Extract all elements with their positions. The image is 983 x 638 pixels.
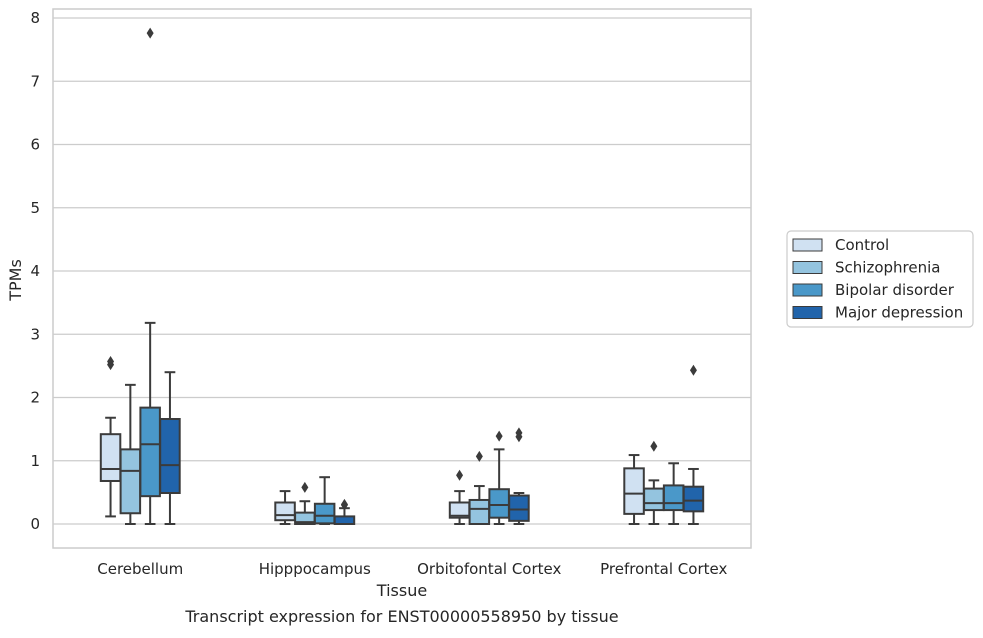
y-tick-label: 7: [30, 72, 40, 90]
outlier-point: [515, 427, 523, 439]
box-3-2: [662, 462, 685, 525]
legend-label: Major depression: [835, 304, 963, 322]
box-iqr: [468, 498, 491, 525]
box-2-2: [488, 430, 510, 525]
box-layer: [99, 27, 705, 525]
box-1-3: [333, 498, 356, 525]
box-2-3: [508, 427, 530, 525]
y-tick-label: 0: [30, 515, 40, 533]
box-iqr: [99, 433, 122, 482]
outlier-point: [456, 469, 464, 481]
box-iqr: [682, 485, 705, 513]
outlier-point: [146, 27, 154, 39]
box-iqr: [274, 501, 296, 522]
x-tick-label: Prefrontal Cortex: [600, 560, 727, 578]
chart-caption: Transcript expression for ENST0000055895…: [184, 607, 618, 626]
legend-swatch: [792, 306, 823, 319]
legend-swatch: [792, 283, 823, 297]
legend-swatch: [792, 261, 823, 274]
box-iqr: [313, 502, 336, 525]
box-iqr: [139, 406, 161, 498]
y-tick-label: 8: [30, 9, 40, 27]
box-2-0: [448, 469, 471, 525]
x-tick-label: Orbitofontal Cortex: [417, 560, 561, 578]
box-0-2: [139, 27, 161, 525]
y-tick-label: 6: [30, 136, 40, 154]
y-tick-label: 5: [30, 199, 40, 217]
box-iqr: [643, 487, 665, 512]
legend-label: Schizophrenia: [835, 259, 940, 277]
outlier-point: [689, 364, 697, 376]
legend: Control Schizophrenia Bipolar disorder Majo…: [786, 230, 974, 328]
x-tick-label: Hipppocampus: [259, 560, 371, 578]
box-iqr: [662, 484, 685, 512]
box-3-3: [682, 364, 705, 525]
box-1-1: [294, 481, 316, 525]
y-tick-label: 3: [30, 325, 40, 343]
outlier-point: [340, 498, 348, 510]
box-iqr: [508, 494, 530, 522]
outlier-point: [650, 440, 658, 452]
outlier-point: [495, 430, 503, 442]
box-iqr: [333, 515, 356, 525]
plot-frame: [52, 8, 752, 549]
y-axis-label: TPMs: [6, 259, 25, 302]
x-tick-labels: Cerebellum Hipppocampus Orbitofontal Corte…: [97, 560, 727, 578]
box-0-0: [99, 355, 122, 518]
y-tick-label: 1: [30, 452, 40, 470]
box-iqr: [488, 488, 510, 519]
box-0-1: [119, 383, 142, 525]
legend-swatch: [792, 238, 823, 252]
box-1-0: [274, 490, 296, 525]
outlier-point: [301, 481, 309, 493]
legend-label: Control: [835, 236, 889, 254]
y-tick-labels: 0 1 2 3 4 5 6 7 8: [30, 9, 40, 533]
box-iqr: [119, 448, 142, 515]
y-tick-label: 2: [30, 389, 40, 407]
box-iqr: [623, 467, 645, 515]
box-2-1: [468, 450, 491, 525]
legend-frame: [786, 230, 974, 328]
outlier-point: [107, 355, 115, 367]
box-3-0: [623, 454, 645, 525]
x-tick-label: Cerebellum: [97, 560, 183, 578]
x-axis-label: Tissue: [376, 581, 427, 600]
box-3-1: [643, 440, 665, 525]
y-tick-label: 4: [30, 262, 40, 280]
outlier-point: [475, 450, 483, 462]
box-1-2: [313, 476, 336, 525]
box-iqr: [159, 418, 181, 495]
box-0-3: [159, 371, 181, 525]
legend-label: Bipolar disorder: [835, 281, 955, 299]
